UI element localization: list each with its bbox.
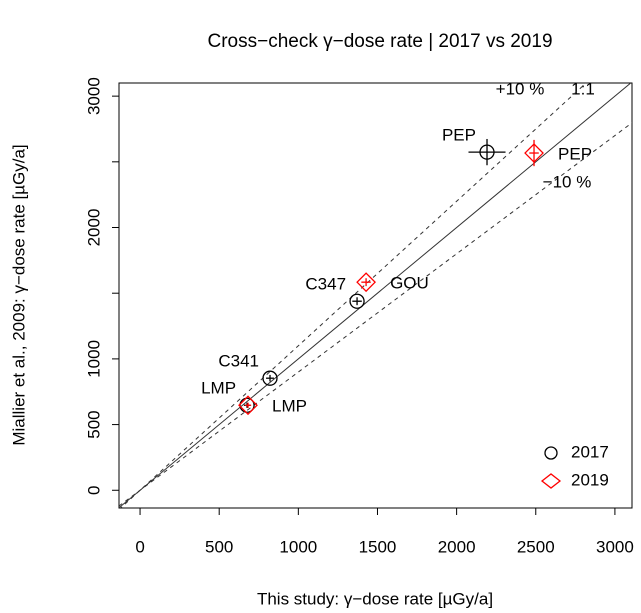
y-tick-label: 1000 [84, 340, 103, 378]
reference-label: −10 % [543, 172, 592, 191]
plot-frame [118, 82, 633, 509]
y-tick-label: 0 [84, 486, 103, 495]
legend-label: 2017 [571, 442, 609, 461]
y-tick-label: 500 [84, 410, 103, 438]
x-tick-label: 0 [135, 537, 144, 556]
x-tick-label: 1000 [279, 537, 317, 556]
point-label: LMP [201, 379, 236, 398]
point [349, 293, 365, 309]
reference-label: +10 % [496, 79, 545, 98]
y-tick-label: 3000 [84, 77, 103, 115]
x-tick-label: 2000 [438, 537, 476, 556]
reference-line [119, 83, 632, 508]
chart-title: Cross−check γ−dose rate | 2017 vs 2019 [207, 31, 552, 52]
legend-label: 2019 [571, 470, 609, 489]
x-tick-label: 500 [205, 537, 233, 556]
legend-marker [540, 473, 562, 489]
point [239, 397, 255, 413]
y-axis-label: Miallier et al., 2009: γ−dose rate [µGy/… [9, 144, 28, 445]
point [356, 272, 377, 293]
x-tick-label: 2500 [517, 537, 555, 556]
reference-line [119, 83, 587, 508]
x-axis-label: This study: γ−dose rate [µGy/a] [257, 589, 493, 608]
reference-line [119, 122, 632, 507]
x-tick-label: 1500 [359, 537, 397, 556]
point-label: PEP [442, 126, 476, 145]
x-tick-label: 3000 [596, 537, 634, 556]
point-label: C347 [305, 275, 346, 294]
legend-marker [544, 446, 558, 460]
point-label: C341 [218, 352, 259, 371]
point-label: GOU [390, 274, 429, 293]
point [238, 395, 258, 416]
point [262, 370, 278, 386]
reference-label: 1:1 [571, 79, 595, 98]
point-label: PEP [558, 145, 592, 164]
y-tick-label: 2000 [84, 209, 103, 247]
point-label: LMP [272, 397, 307, 416]
point [479, 144, 495, 160]
point [524, 143, 544, 163]
